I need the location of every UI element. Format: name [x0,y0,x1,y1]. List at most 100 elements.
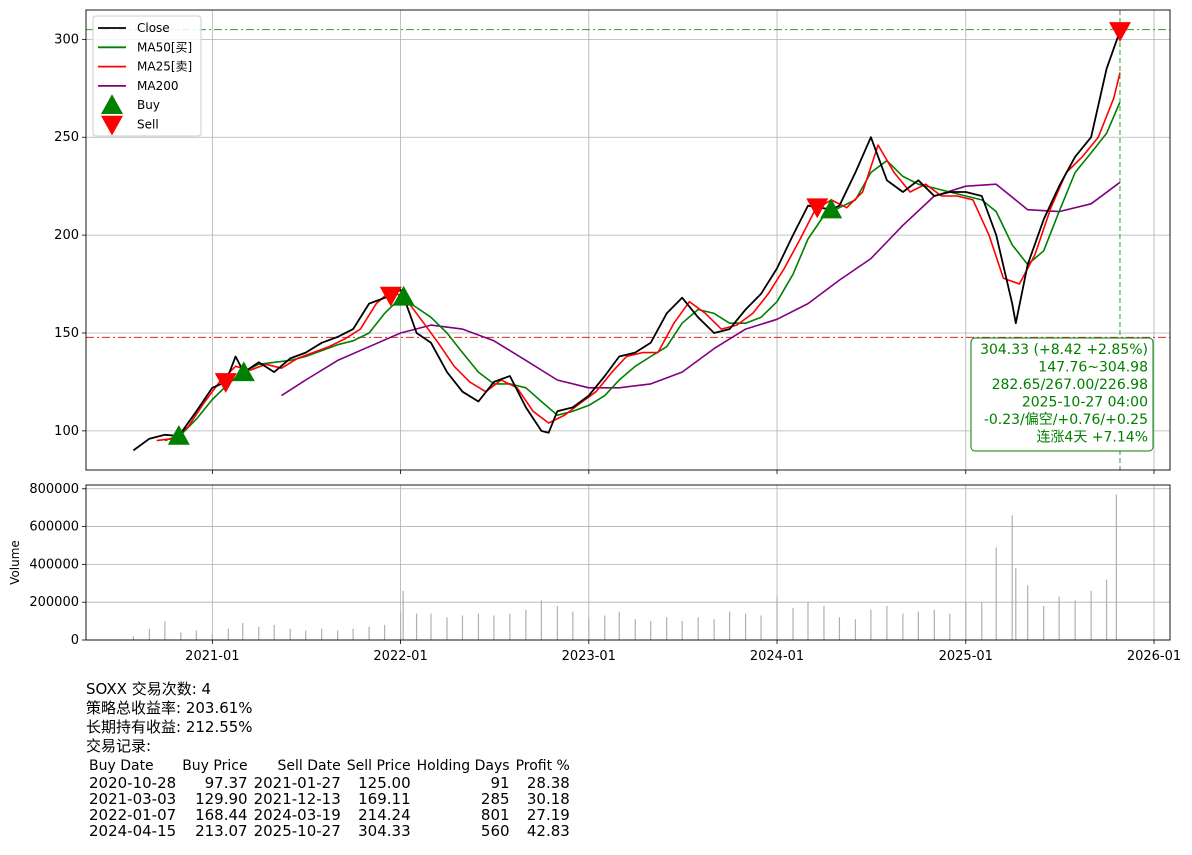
trade-table-header: Buy Date Buy Price Sell Date Sell Price … [86,758,573,775]
trade-log-heading: 交易记录: [86,737,152,755]
info-box-line: 304.33 (+8.42 +2.85%) [980,342,1148,358]
volume-bar [227,628,229,640]
volume-ytick-label: 600000 [29,520,79,535]
col-sell-price: Sell Price [346,758,411,774]
volume-bar [399,611,402,640]
col-buy-date: Buy Date [89,758,154,774]
volume-bar [180,632,182,640]
volume-bar [713,619,715,640]
volume-bar [242,622,244,640]
volume-ytick-label: 200000 [29,595,79,610]
volume-bar [1015,568,1017,640]
cell: 2020-10-28 [89,774,177,792]
cell: 125.00 [358,774,411,792]
volume-bar [744,613,747,640]
buy-marker [167,424,190,445]
volume-bar [1105,579,1108,640]
volume-bar [902,613,904,640]
volume-bar [666,617,668,640]
volume-bar [823,605,825,640]
xtick-label: 2025-01 [939,649,993,664]
legend-label: MA50[买] [137,40,192,54]
volume-bar [195,630,197,640]
sell-marker [214,373,237,393]
trade-count-line: SOXX 交易次数: 4 [86,680,212,698]
cell: 2021-12-13 [253,790,341,808]
table-row: 2020-10-28 97.37 2021-01-27 125.00 91 28… [86,775,573,791]
volume-bar [493,615,495,640]
volume-plot-frame [85,484,1171,641]
xtick-label: 2023-01 [562,649,616,664]
col-profit: Profit % [515,758,570,774]
volume-bar [604,615,606,640]
volume-bar [965,602,967,640]
volume-bar [273,624,275,640]
volume-bar [681,621,683,640]
strategy-summary: SOXX 交易次数: 4 策略总收益率: 203.61% 长期持有收益: 212… [86,680,253,756]
volume-bar [556,605,558,640]
volume-bar [430,613,432,640]
buy-marker [820,198,843,219]
cell: 2021-01-27 [253,774,341,792]
volume-ylabel: Volume [8,540,22,585]
sell-marker [1108,22,1131,42]
buy-marker [232,361,255,382]
info-box-line: 2025-10-27 04:00 [1022,395,1148,411]
cell: 304.33 [358,822,411,840]
volume-bar [1027,585,1029,640]
volume-bar [305,630,307,640]
price-ytick-label: 100 [54,424,79,439]
xtick-label: 2022-01 [373,649,427,664]
table-row: 2022-01-07 168.44 2024-03-19 214.24 801 … [86,807,573,823]
volume-bar [807,602,809,640]
volume-bar [1115,494,1117,640]
volume-bar [650,621,652,640]
volume-ytick-label: 0 [71,633,79,648]
table-row: 2021-03-03 129.90 2021-12-13 169.11 285 … [86,791,573,807]
stock-chart: 100 150 200 250 300 Close MA50[买] MA25[卖] MA200 B… [8,9,1181,664]
buy-hold-return-line: 长期持有收益: 212.55% [86,718,253,736]
legend-label: Sell [137,118,159,132]
legend-label: Close [137,21,170,35]
info-box [970,337,1154,452]
volume-bar [917,611,919,640]
volume-plot-background [86,485,1170,640]
price-ytick-label: 300 [54,32,79,47]
volume-bar [337,630,339,640]
volume-bar [572,611,574,640]
xtick-label: 2021-01 [185,649,239,664]
volume-bar [854,619,857,640]
sell-marker [806,198,829,219]
volume-bar [949,613,951,640]
cell: 2024-04-15 [89,822,177,840]
legend-marker-swatch [101,94,123,114]
volume-bar [870,609,872,640]
info-box-line: 282.65/267.00/226.98 [992,377,1148,393]
price-ytick-label: 200 [54,228,79,243]
cell: 560 [480,822,510,840]
volume-bar [321,628,323,640]
legend-marker-swatch [101,115,123,136]
volume-bar [402,590,404,640]
volume-bar [509,613,511,640]
volume-bar [258,626,260,640]
volume-bar [886,605,888,640]
table-row: 2024-04-15 213.07 2025-10-27 304.33 560 … [86,823,573,839]
legend-box [92,15,202,137]
volume-bar [981,602,983,640]
cell: 97.37 [204,774,248,792]
ma25-line [156,72,1121,442]
info-box-line: 147.76~304.98 [1038,360,1148,376]
price-ytick-label: 150 [54,326,79,341]
cell: 91 [490,774,510,792]
volume-bar [933,609,935,640]
cell: 2025-10-27 [253,822,341,840]
volume-ytick-label: 800000 [29,482,79,497]
volume-bar [352,628,354,640]
cell: 27.19 [526,806,570,824]
price-ytick-label: 250 [54,130,79,145]
volume-bar [540,600,542,640]
volume-bar [838,617,841,640]
volume-bar [415,613,418,640]
volume-bar [792,607,794,640]
